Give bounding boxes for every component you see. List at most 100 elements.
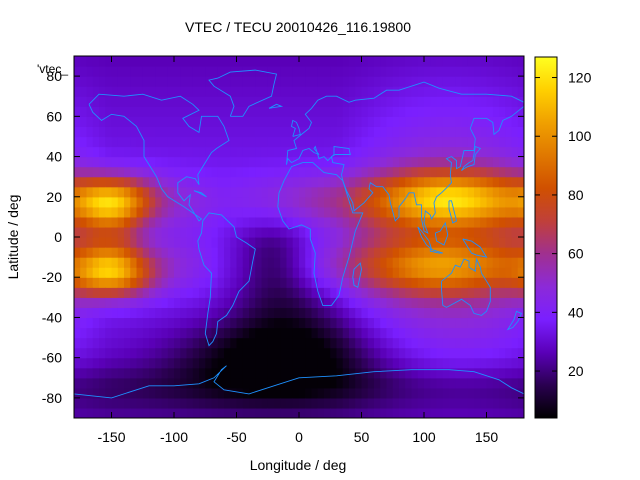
heatmap-cell [342,377,350,389]
heatmap-cell [380,146,388,158]
heatmap-cell [261,96,269,107]
heatmap-cell [255,106,263,117]
heatmap-cell [199,166,206,178]
heatmap-cell [230,96,238,107]
heatmap-cell [349,287,356,298]
heatmap-cell [367,216,375,228]
heatmap-cell [174,377,181,389]
heatmap-cell [330,216,338,228]
heatmap-cell [324,196,331,208]
heatmap-cell [117,307,125,319]
heatmap-cell [467,257,475,268]
heatmap-cell [367,297,375,308]
heatmap-cell [161,337,169,349]
heatmap-cell [211,387,219,399]
heatmap-cell [405,216,413,228]
heatmap-cell [461,216,469,228]
heatmap-cell [261,86,269,97]
heatmap-cell [249,66,256,77]
heatmap-cell [174,267,181,278]
heatmap-cell [436,146,444,158]
heatmap-cell [249,176,256,188]
heatmap-cell [274,166,281,178]
heatmap-cell [224,106,231,117]
heatmap-cell [199,317,206,329]
heatmap-cell [74,407,81,418]
heatmap-cell [117,367,125,379]
heatmap-cell [342,247,350,258]
heatmap-cell [330,397,338,409]
heatmap-cell [292,307,300,319]
heatmap-cell [155,166,163,178]
heatmap-cell [174,116,181,127]
heatmap-cell [136,267,144,278]
heatmap-cell [205,307,213,319]
heatmap-cell [280,307,288,319]
heatmap-cell [180,56,188,67]
heatmap-cell [324,317,331,329]
heatmap-cell [105,106,113,117]
heatmap-cell [305,126,313,138]
heatmap-cell [517,317,524,329]
heatmap-cell [399,186,406,198]
heatmap-cell [167,327,175,339]
heatmap-cell [186,106,194,117]
heatmap-cell [261,176,269,188]
heatmap-cell [336,387,344,399]
heatmap-cell [142,206,150,218]
heatmap-cell [130,126,138,138]
heatmap-cell [430,156,438,168]
heatmap-cell [436,257,444,268]
heatmap-cell [292,126,300,138]
heatmap-cell [286,96,294,107]
heatmap-cell [142,327,150,339]
heatmap-cell [242,176,250,188]
heatmap-cell [417,116,425,127]
heatmap-cell [180,407,188,418]
heatmap-cell [499,176,506,188]
heatmap-cell [205,96,213,107]
heatmap-cell [230,257,238,268]
heatmap-cell [411,327,419,339]
heatmap-cell [467,116,475,127]
heatmap-cell [111,126,119,138]
heatmap-cell [74,377,81,389]
heatmap-cell [86,176,94,188]
heatmap-cell [449,337,456,349]
heatmap-cell [267,287,275,298]
heatmap-cell [411,126,419,138]
heatmap-cell [230,196,238,208]
heatmap-cell [455,56,463,67]
heatmap-cell [267,156,275,168]
heatmap-cell [467,317,475,329]
heatmap-cell [461,146,469,158]
heatmap-cell [142,226,150,238]
heatmap-cell [211,297,219,308]
heatmap-cell [442,337,450,349]
heatmap-cell [242,347,250,359]
heatmap-cell [517,327,524,339]
heatmap-cell [455,66,463,77]
heatmap-cell [211,86,219,97]
heatmap-cell [86,257,94,268]
heatmap-cell [99,126,106,138]
heatmap-cell [236,277,244,288]
heatmap-cell [424,216,431,228]
heatmap-cell [480,156,488,168]
heatmap-cell [292,317,300,329]
heatmap-cell [430,106,438,117]
heatmap-cell [411,407,419,418]
heatmap-cell [249,287,256,298]
heatmap-cell [124,116,131,127]
heatmap-cell [161,146,169,158]
heatmap-cell [486,277,494,288]
heatmap-cell [161,247,169,258]
heatmap-cell [511,257,519,268]
heatmap-cell [180,66,188,77]
heatmap-cell [480,297,488,308]
heatmap-cell [130,116,138,127]
heatmap-cell [449,307,456,319]
heatmap-cell [399,257,406,268]
heatmap-cell [486,347,494,359]
heatmap-cell [405,116,413,127]
